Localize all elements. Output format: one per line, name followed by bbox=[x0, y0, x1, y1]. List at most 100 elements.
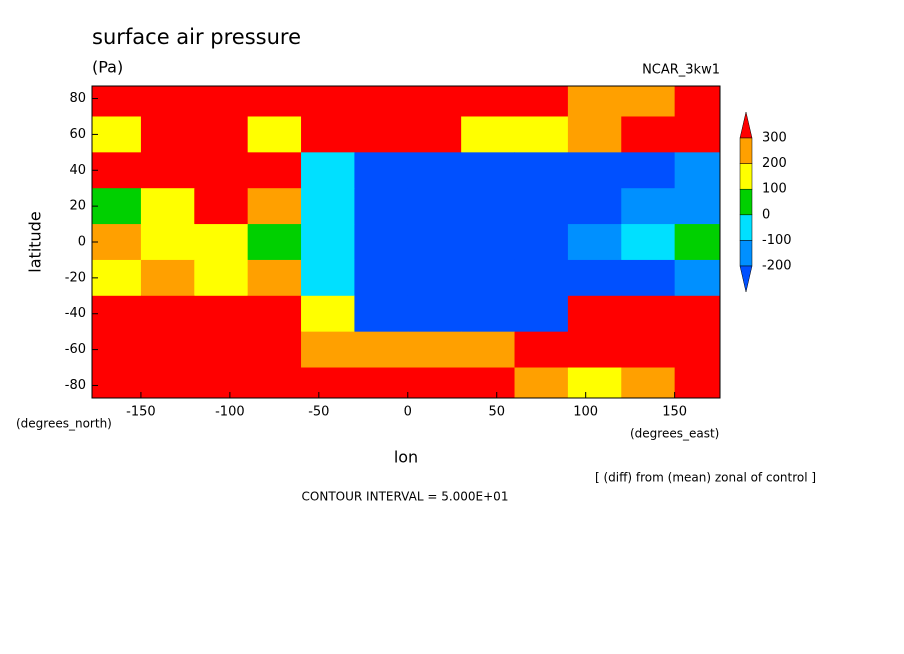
x-axis-label: lon bbox=[394, 448, 418, 467]
field-cell bbox=[354, 152, 409, 189]
field-cell bbox=[407, 331, 462, 369]
y-tick-label: -20 bbox=[65, 270, 86, 285]
field-cell bbox=[301, 188, 355, 225]
field-cell bbox=[674, 116, 720, 153]
field-cell bbox=[301, 259, 355, 297]
x-tick-label: 0 bbox=[404, 405, 412, 420]
field-cell bbox=[674, 259, 720, 297]
colorbar-label: 200 bbox=[762, 156, 787, 171]
field-cell bbox=[354, 116, 409, 153]
x-tick-label: 100 bbox=[573, 405, 598, 420]
field-cell bbox=[621, 116, 676, 153]
field-cell bbox=[140, 116, 195, 153]
y-tick-label: 20 bbox=[69, 199, 86, 214]
y-tick-label: -80 bbox=[65, 378, 86, 393]
field-cell bbox=[621, 259, 676, 297]
field-cell bbox=[514, 152, 569, 189]
field-cell bbox=[461, 224, 516, 261]
x-tick-label: -100 bbox=[215, 405, 245, 420]
field-cell bbox=[514, 116, 569, 153]
field-cell bbox=[194, 86, 249, 117]
y-tick-label: -60 bbox=[65, 342, 86, 357]
x-units: (degrees_east) bbox=[630, 427, 719, 441]
field bbox=[92, 86, 720, 398]
field-cell bbox=[247, 152, 302, 189]
note: [ (diff) from (mean) zonal of control ] bbox=[595, 471, 816, 485]
field-cell bbox=[461, 259, 516, 297]
y-tick-label: -40 bbox=[65, 306, 86, 321]
field-cell bbox=[140, 331, 195, 369]
field-cell bbox=[194, 331, 249, 369]
field-cell bbox=[92, 295, 142, 333]
field-cell bbox=[247, 224, 302, 261]
colorbar-top bbox=[739, 111, 753, 139]
field-cell bbox=[621, 295, 676, 333]
colorbar-segment bbox=[739, 240, 753, 267]
chart-title: surface air pressure bbox=[92, 25, 301, 49]
x-tick-label: 50 bbox=[488, 405, 505, 420]
field-cell bbox=[194, 188, 249, 225]
field-cell bbox=[621, 188, 676, 225]
field-cell bbox=[301, 152, 355, 189]
colorbar-label: -200 bbox=[762, 259, 792, 274]
field-cell bbox=[567, 86, 622, 117]
field-cell bbox=[621, 152, 676, 189]
field-cell bbox=[674, 86, 720, 117]
field-cell bbox=[301, 331, 355, 369]
field-cell bbox=[354, 86, 409, 117]
field-cell bbox=[567, 224, 622, 261]
field-cell bbox=[354, 295, 409, 333]
field-cell bbox=[674, 224, 720, 261]
field-cell bbox=[461, 367, 516, 398]
field-cell bbox=[674, 152, 720, 189]
field-cell bbox=[514, 86, 569, 117]
field-cell bbox=[514, 367, 569, 398]
field-cell bbox=[194, 152, 249, 189]
field-cell bbox=[514, 295, 569, 333]
field-cell bbox=[247, 86, 302, 117]
field-cell bbox=[621, 331, 676, 369]
x-tick-label: -50 bbox=[308, 405, 329, 420]
field-cell bbox=[407, 86, 462, 117]
field-cell bbox=[567, 367, 622, 398]
field-cell bbox=[461, 86, 516, 117]
colorbar-segment bbox=[739, 137, 753, 164]
field-cell bbox=[567, 331, 622, 369]
field-cell bbox=[407, 152, 462, 189]
y-tick-label: 60 bbox=[69, 127, 86, 142]
field-cell bbox=[92, 86, 142, 117]
y-tick-label: 40 bbox=[69, 163, 86, 178]
field-cell bbox=[301, 367, 355, 398]
field-cell bbox=[461, 188, 516, 225]
field-cell bbox=[140, 152, 195, 189]
field-cell bbox=[567, 259, 622, 297]
field-cell bbox=[674, 188, 720, 225]
field-cell bbox=[354, 188, 409, 225]
field-cell bbox=[354, 331, 409, 369]
field-cell bbox=[247, 116, 302, 153]
colorbar-segment bbox=[739, 188, 753, 216]
field-cell bbox=[247, 188, 302, 225]
field-cell bbox=[194, 295, 249, 333]
field-cell bbox=[92, 116, 142, 153]
field-cell bbox=[140, 224, 195, 261]
field-cell bbox=[354, 367, 409, 398]
field-cell bbox=[407, 116, 462, 153]
field-cell bbox=[92, 152, 142, 189]
y-units: (degrees_north) bbox=[16, 417, 112, 431]
x-tick-label: -150 bbox=[126, 405, 156, 420]
field-cell bbox=[247, 331, 302, 369]
field-cell bbox=[194, 116, 249, 153]
field-cell bbox=[621, 367, 676, 398]
dataset: NCAR_3kw1 bbox=[642, 63, 720, 78]
field-cell bbox=[567, 188, 622, 225]
field-cell bbox=[514, 224, 569, 261]
colorbar-segment bbox=[739, 163, 753, 190]
field-cell bbox=[194, 259, 249, 297]
y-tick-label: 80 bbox=[69, 91, 86, 106]
field-cell bbox=[354, 259, 409, 297]
field-cell bbox=[140, 86, 195, 117]
field-cell bbox=[140, 295, 195, 333]
